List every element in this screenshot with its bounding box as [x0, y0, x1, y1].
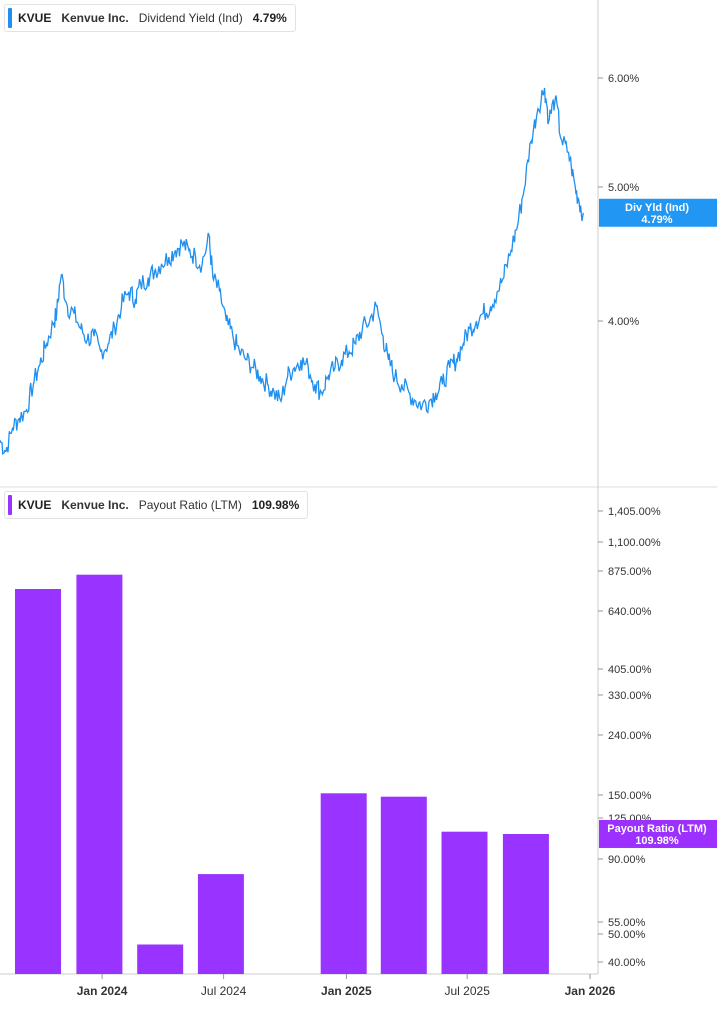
- payout-ratio-bar: [197, 874, 244, 974]
- y-tick-label: 1,405.00%: [608, 506, 661, 518]
- payout-ratio-bar: [441, 831, 488, 974]
- payout-ratio-bar: [380, 796, 427, 974]
- legend-company: Kenvue Inc.: [61, 11, 129, 25]
- y-tick-label: 40.00%: [608, 957, 646, 969]
- payout-ratio-plot[interactable]: [15, 574, 549, 974]
- dividend-yield-series-line: [0, 87, 584, 455]
- y-tick-label: 5.00%: [608, 182, 639, 194]
- legend-value: 4.79%: [252, 11, 287, 25]
- x-tick-label: Jul 2024: [201, 984, 247, 998]
- y-tick-label: 4.00%: [608, 316, 639, 328]
- payout-ratio-bar: [320, 793, 367, 974]
- y-tick-label: 50.00%: [608, 929, 646, 941]
- dividend-yield-badge-name: Div Yld (Ind): [625, 202, 689, 214]
- payout-ratio-badge-name: Payout Ratio (LTM): [607, 823, 707, 835]
- y-tick-label: 150.00%: [608, 790, 652, 802]
- y-tick-label: 640.00%: [608, 606, 652, 618]
- payout-ratio-bar: [76, 574, 123, 974]
- x-tick-label: Jul 2025: [445, 984, 491, 998]
- legend-company: Kenvue Inc.: [61, 498, 129, 512]
- payout-ratio-bar: [502, 834, 549, 974]
- x-tick-label: Jan 2025: [321, 984, 372, 998]
- legend-metric: Dividend Yield (Ind): [138, 11, 243, 25]
- payout-ratio-bar: [15, 589, 61, 974]
- axis-labels-layer: 6.00% 5.00% 4.00% 1,405.00% 1,100.00% 875.00%…: [77, 73, 717, 998]
- y-tick-label: 55.00%: [608, 917, 646, 929]
- dividend-yield-legend[interactable]: KVUE Kenvue Inc. Dividend Yield (Ind) 4.…: [4, 4, 296, 32]
- y-tick-label: 1,100.00%: [608, 537, 661, 549]
- dividend-yield-plot[interactable]: [0, 87, 584, 455]
- y-tick-label: 330.00%: [608, 690, 652, 702]
- dividend-yield-swatch: [8, 8, 12, 28]
- y-tick-label: 6.00%: [608, 73, 639, 85]
- dividend-yield-badge-value: 4.79%: [641, 214, 672, 226]
- y-tick-label: 405.00%: [608, 664, 652, 676]
- payout-ratio-badge-value: 109.98%: [635, 835, 679, 847]
- y-tick-label: 90.00%: [608, 854, 646, 866]
- payout-ratio-bar: [137, 944, 184, 974]
- legend-ticker: KVUE: [18, 498, 52, 512]
- y-tick-label: 240.00%: [608, 730, 652, 742]
- y-tick-label: 875.00%: [608, 566, 652, 578]
- payout-ratio-value-badge: [599, 819, 717, 848]
- payout-ratio-legend[interactable]: KVUE Kenvue Inc. Payout Ratio (LTM) 109.…: [4, 491, 309, 519]
- legend-value: 109.98%: [251, 498, 300, 512]
- x-tick-label: Jan 2026: [565, 984, 616, 998]
- legend-metric: Payout Ratio (LTM): [138, 498, 242, 512]
- dividend-yield-value-badge: [599, 198, 717, 227]
- payout-ratio-swatch: [8, 495, 12, 515]
- legend-ticker: KVUE: [18, 11, 52, 25]
- x-tick-label: Jan 2024: [77, 984, 128, 998]
